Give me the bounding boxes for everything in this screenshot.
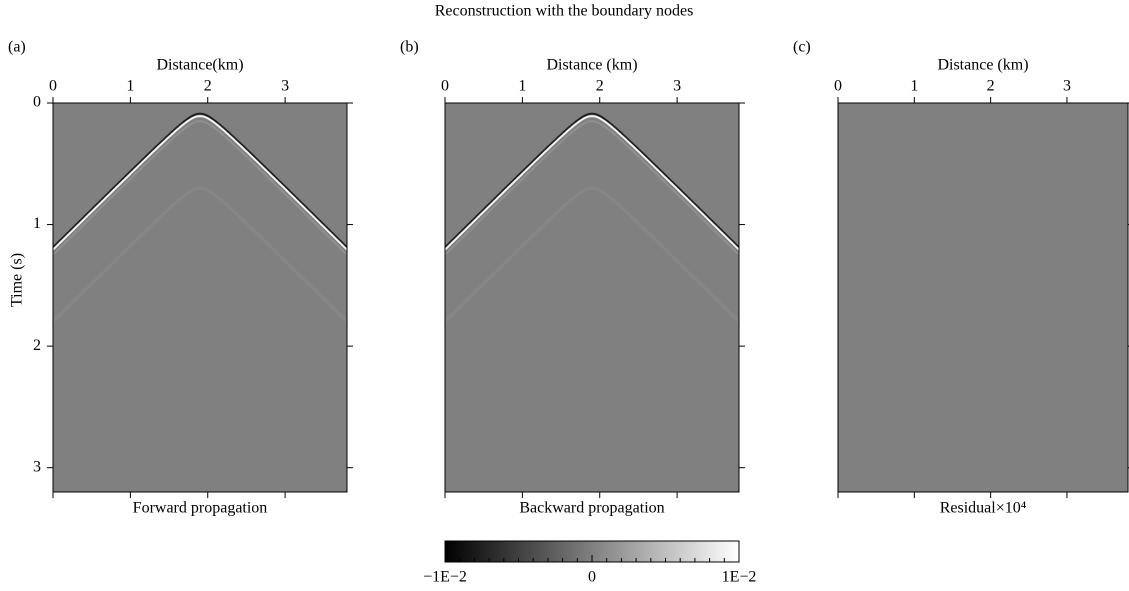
x-tick-label: 2 [987,78,995,95]
x-tick-label: 0 [441,78,449,95]
wavefront-dark [52,112,348,249]
colorbar-tick-label: 1E−2 [722,569,757,586]
y-tick-label: 2 [33,337,41,354]
x-tick-label: 0 [834,78,842,95]
panel-label: (b) [400,39,419,56]
figure-title: Reconstruction with the boundary nodes [435,3,694,20]
x-tick-label: 3 [281,78,289,95]
plot-frame [52,102,348,493]
x-axis-label: Distance(km) [156,57,243,74]
plot-frame [837,102,1129,493]
wavefront-bright [444,115,740,251]
wavefront-tail [443,186,741,323]
colorbar-tick-label: 0 [588,569,596,586]
y-tick-label: 1 [33,215,41,232]
y-tick-label: 3 [33,458,41,475]
x-axis-label: Distance (km) [546,57,637,74]
x-tick-label: 3 [673,78,681,95]
y-tick-label: 0 [33,94,41,111]
panel-label: (a) [8,39,26,56]
image-area [838,103,1128,492]
colorbar-tick-label: −1E−2 [423,569,467,586]
y-axis-label: Time (s) [9,253,26,307]
caption: Forward propagation [133,500,268,517]
image-area [53,103,347,492]
caption: Residual×10⁴ [940,500,1027,517]
wavefront-tail [444,120,740,256]
x-tick-label: 2 [596,78,604,95]
x-tick-label: 1 [126,78,134,95]
x-tick-label: 1 [910,78,918,95]
panel-label: (c) [793,39,811,56]
wavefront-tail [51,186,349,323]
wavefront-tail [52,120,348,256]
caption: Backward propagation [519,500,664,517]
wavefront-dark [444,112,740,249]
x-tick-label: 3 [1063,78,1071,95]
image-area [445,103,739,492]
x-axis-label: Distance (km) [937,57,1028,74]
x-tick-label: 1 [518,78,526,95]
x-tick-label: 0 [49,78,57,95]
wavefront-bright [52,115,348,251]
x-tick-label: 2 [204,78,212,95]
plot-frame [444,102,740,493]
